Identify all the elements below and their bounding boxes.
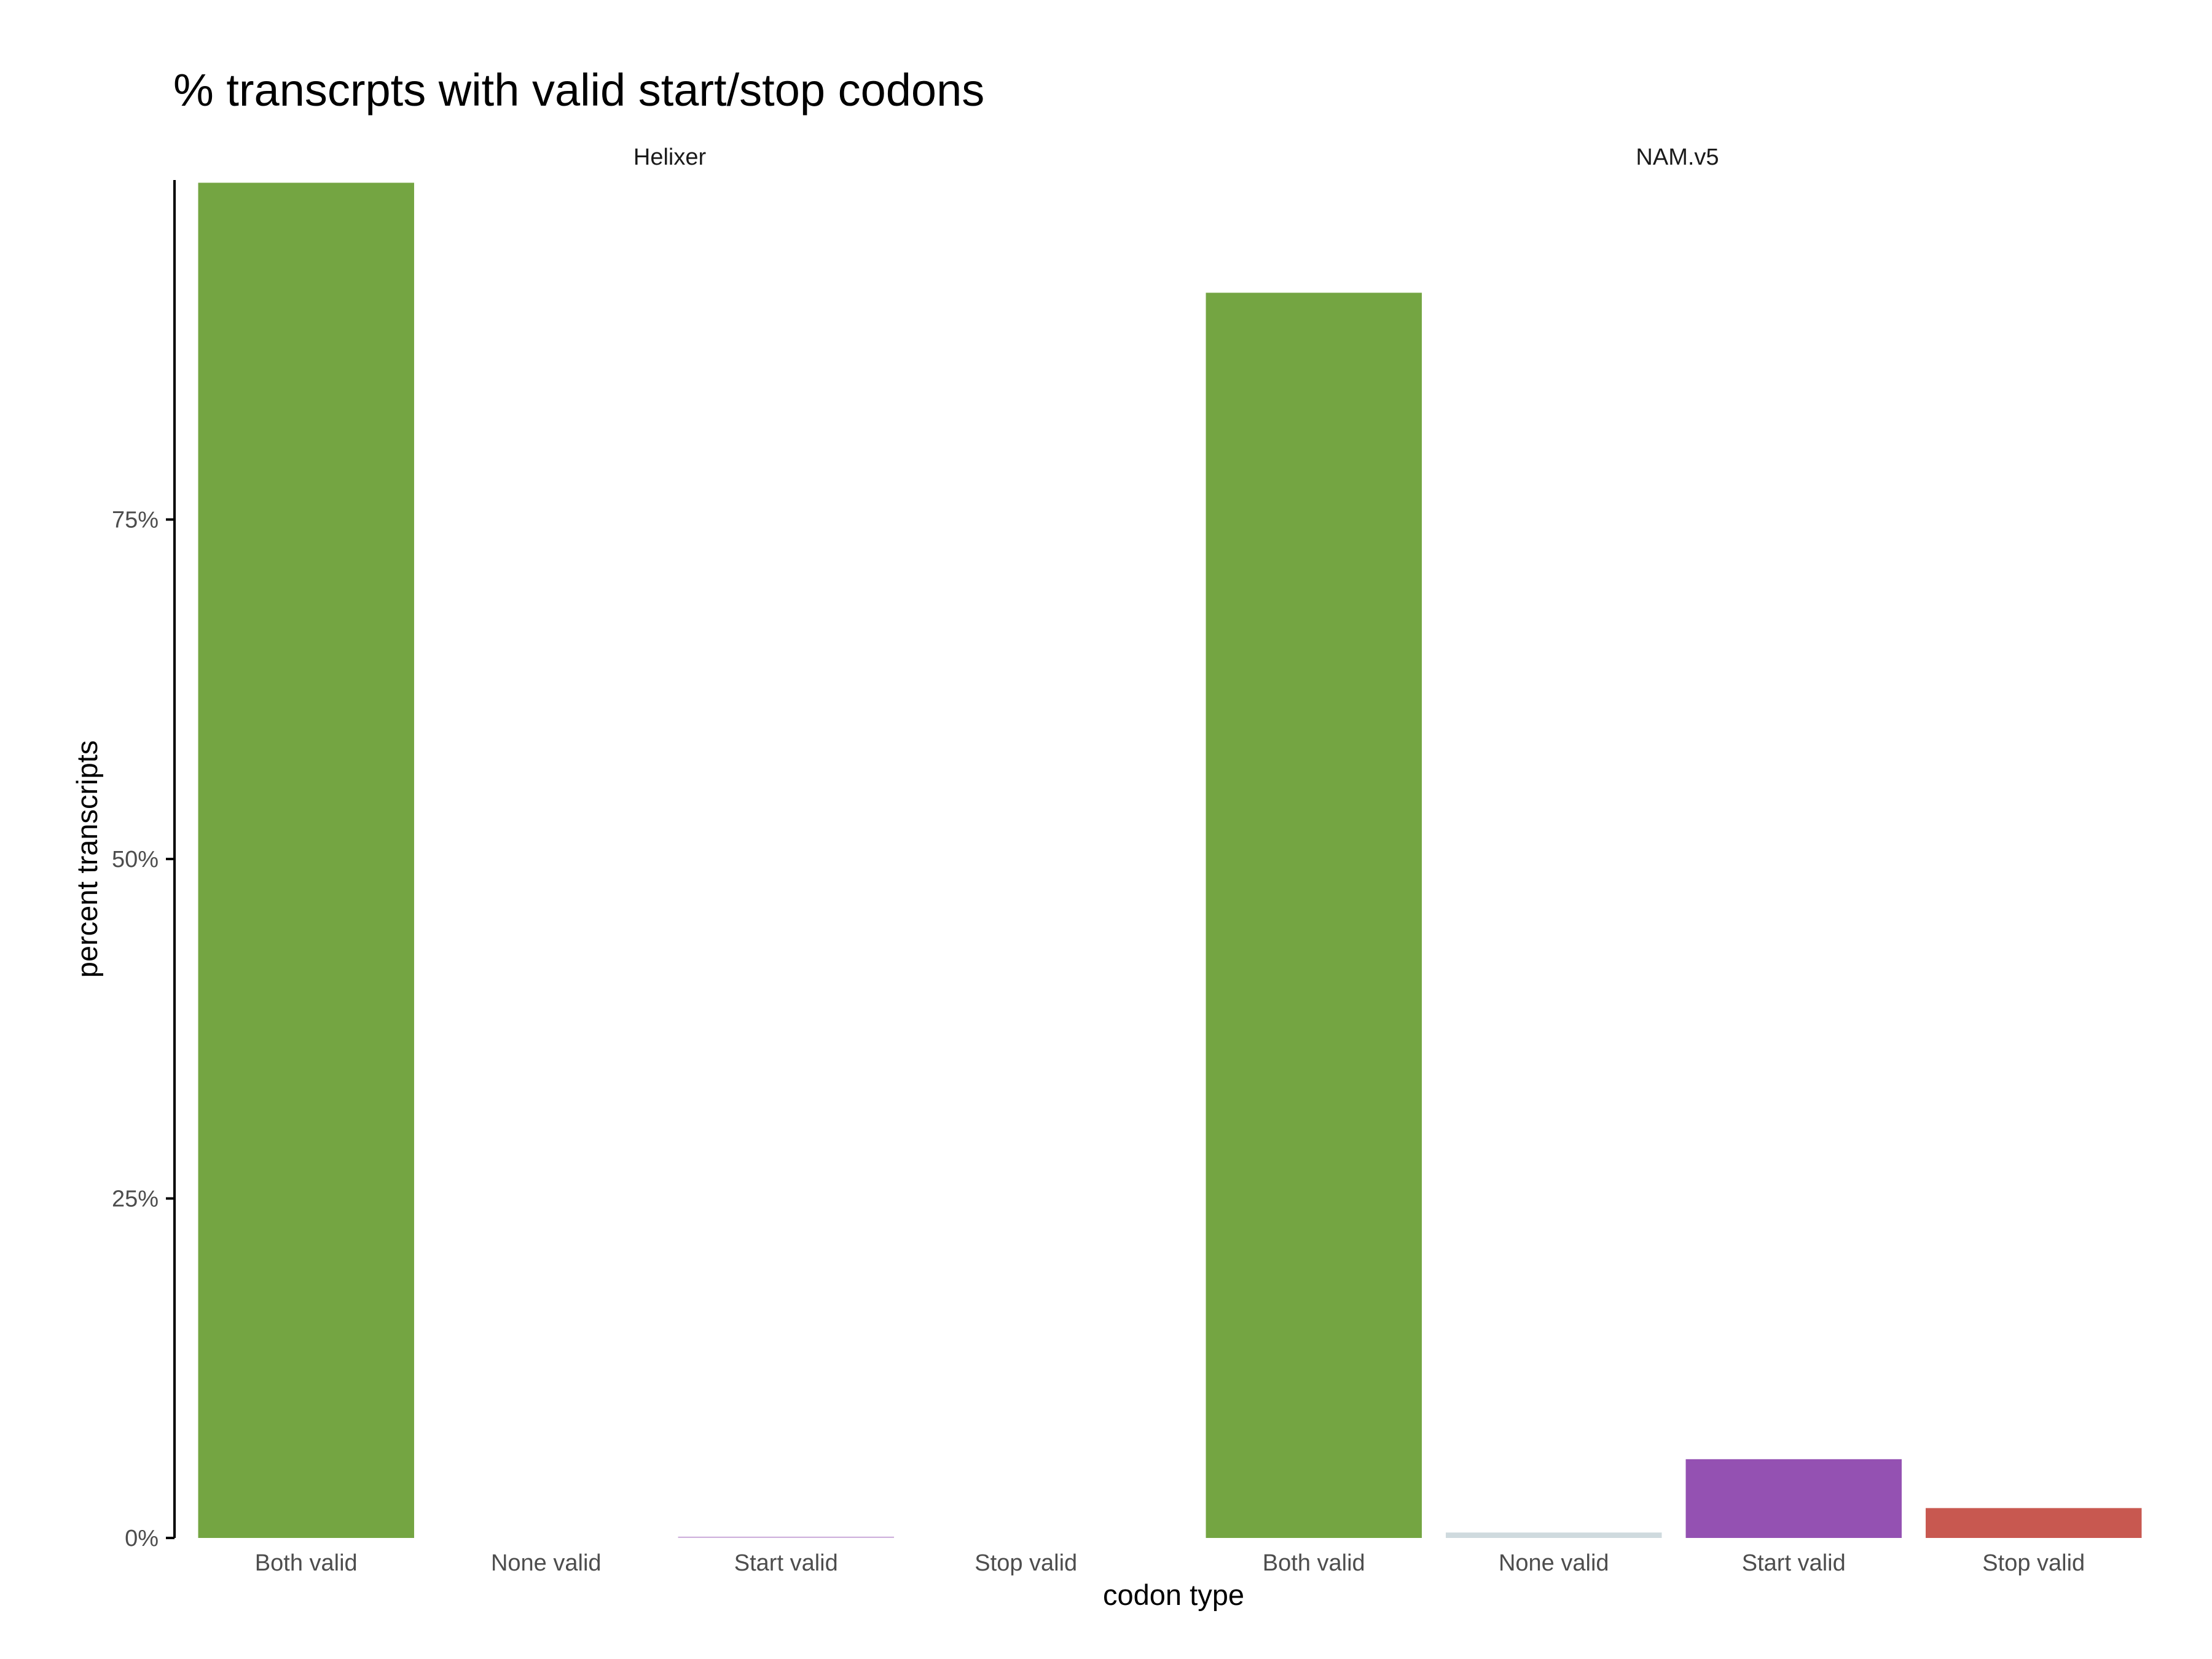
x-tick-label: Stop valid (975, 1550, 1077, 1576)
x-tick-label: Start valid (734, 1550, 838, 1576)
bar-namv5-start-valid (1685, 1459, 1902, 1538)
bars (198, 182, 2142, 1539)
x-tick-label: Stop valid (1982, 1550, 2085, 1576)
bar-namv5-both-valid (1206, 292, 1422, 1539)
bar-namv5-none-valid (1446, 1532, 1662, 1538)
facet-label-namv5: NAM.v5 (1636, 144, 1719, 170)
x-tick-label: None valid (491, 1550, 602, 1576)
y-tick-label: 50% (112, 847, 159, 873)
x-axis-label: codon type (1103, 1579, 1244, 1611)
y-tick-label: 25% (112, 1186, 159, 1212)
x-tick-label: None valid (1499, 1550, 1609, 1576)
y-axis-label: percent transcripts (71, 740, 103, 978)
bar-helixer-start-valid (678, 1536, 894, 1538)
x-tick-label: Both valid (255, 1550, 358, 1576)
facet-label-helixer: Helixer (633, 144, 707, 170)
y-tick-label: 0% (125, 1526, 159, 1551)
bar-namv5-stop-valid (1926, 1508, 2142, 1538)
chart-title: % transcrpts with valid start/stop codon… (173, 65, 984, 116)
x-ticks: Both valid None valid Start valid Stop vali… (255, 1550, 2085, 1576)
x-tick-label: Start valid (1742, 1550, 1846, 1576)
y-ticks: 0% 25% 50% 75% (112, 508, 175, 1551)
bar-helixer-both-valid (198, 182, 414, 1539)
x-tick-label: Both valid (1263, 1550, 1365, 1576)
y-tick-label: 75% (112, 508, 159, 533)
